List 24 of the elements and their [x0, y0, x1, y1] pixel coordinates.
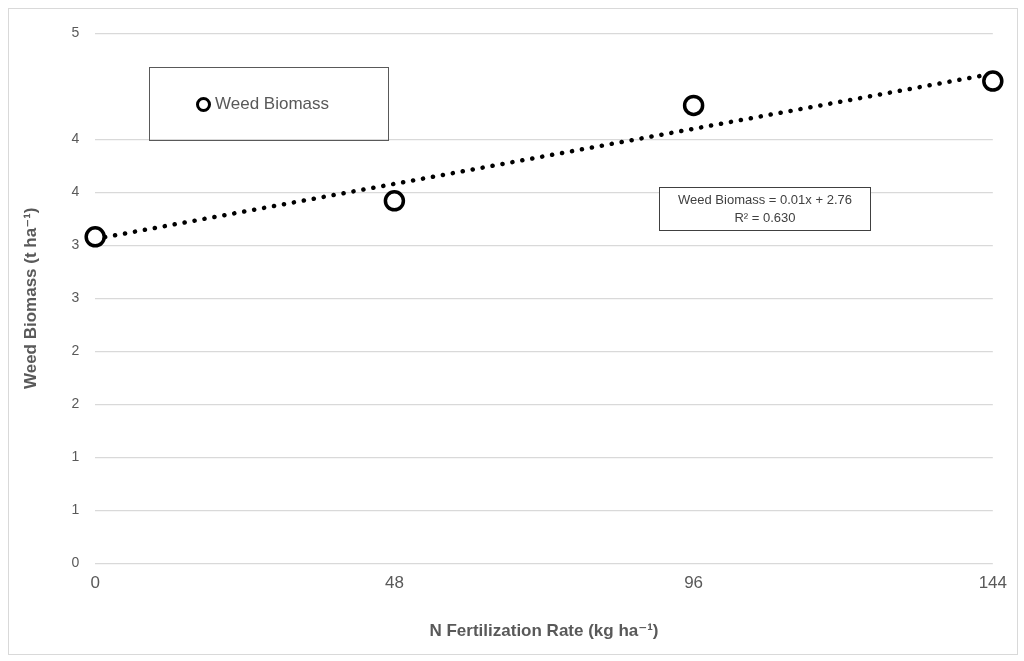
- point: [84, 226, 106, 248]
- y-tick-label: 4: [71, 130, 80, 147]
- y-tick-label: 1: [71, 501, 80, 518]
- x-tick-label: 0: [90, 573, 100, 593]
- y-tick-label: 2: [71, 395, 80, 412]
- y-tick-label: 3: [71, 289, 80, 306]
- y-tick-label: 3: [71, 236, 80, 253]
- point: [982, 70, 1004, 92]
- annotation: R² = 0.630: [733, 209, 797, 227]
- x-tick-label: 96: [684, 573, 704, 593]
- y-tick-label: 4: [71, 183, 80, 200]
- legend-frame: Weed Biomass: [149, 67, 389, 141]
- legend-label: Weed Biomass: [215, 94, 330, 114]
- x-tick-label: 144: [978, 573, 1008, 593]
- x-axis-title: N Fertilization Rate (kg ha⁻¹): [429, 621, 659, 641]
- point: [383, 190, 406, 212]
- y-tick-label: 2: [71, 342, 80, 359]
- y-tick-label: 5: [71, 24, 80, 41]
- x-tick-label: 48: [384, 573, 404, 593]
- y-axis-title: Weed Biomass (t ha⁻¹): [20, 207, 40, 390]
- y-tick-label: 0: [71, 554, 80, 571]
- y-tick-label: 1: [71, 448, 80, 465]
- point: [682, 94, 705, 117]
- annotation: Weed Biomass = 0.01x + 2.76: [677, 191, 853, 209]
